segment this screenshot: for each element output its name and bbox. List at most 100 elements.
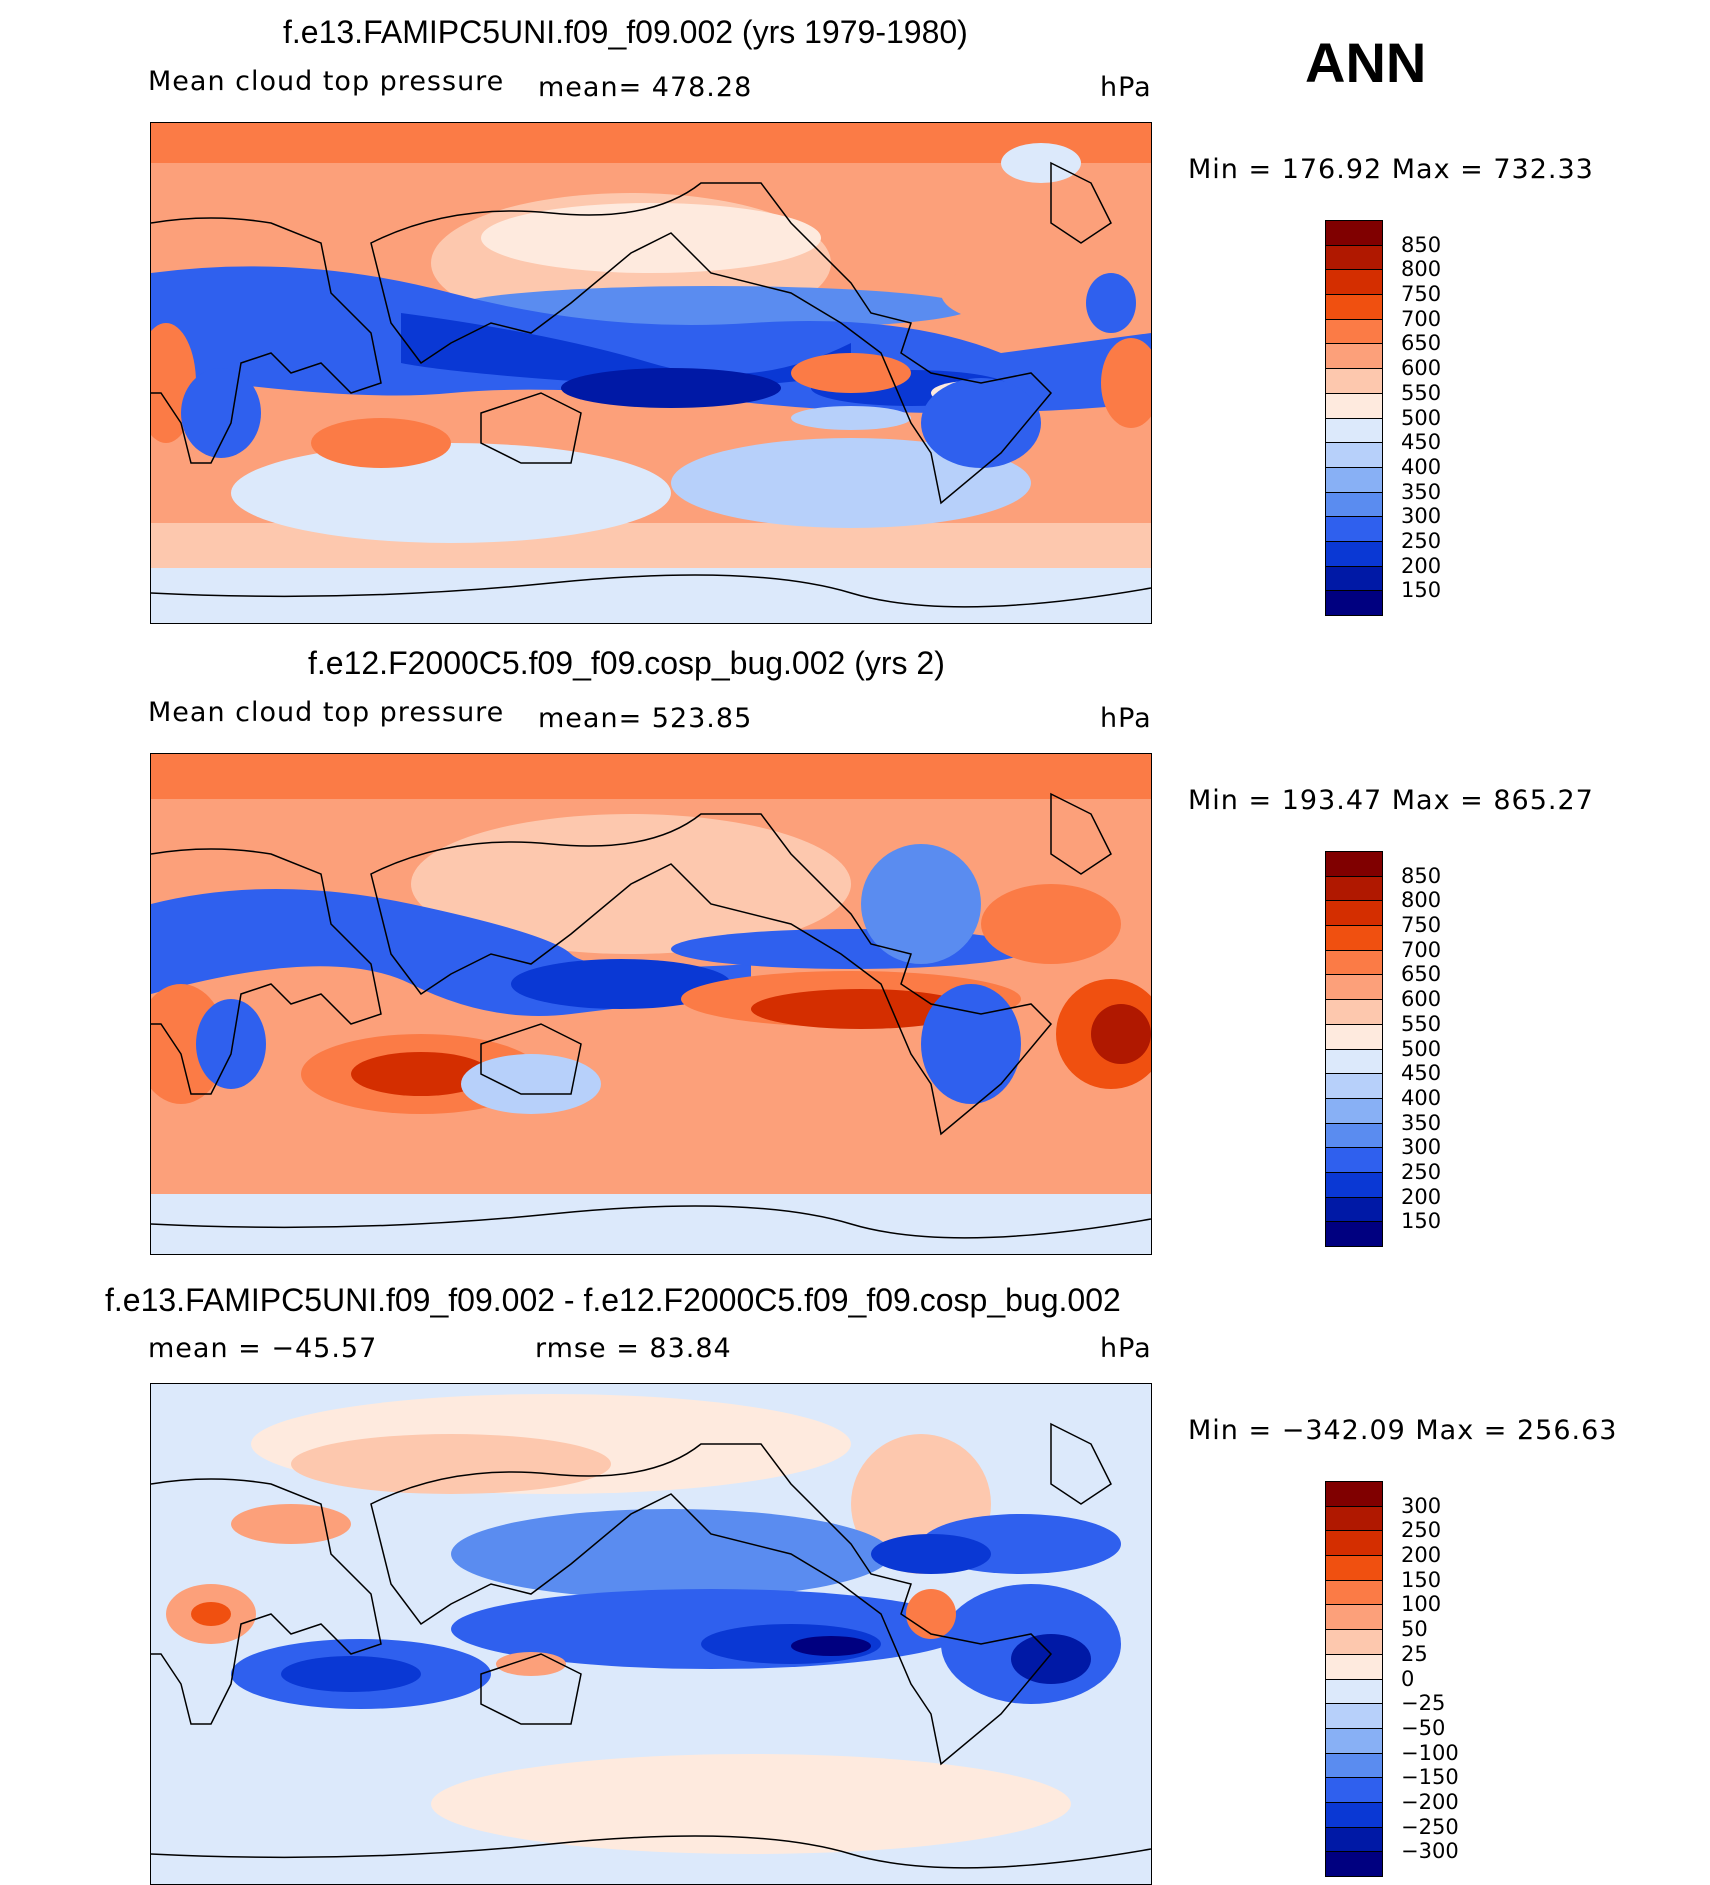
colorbar-swatch [1325, 1727, 1383, 1754]
colorbar-swatch [1325, 220, 1383, 246]
colorbar-label: 550 [1401, 380, 1442, 405]
colorbar-swatch [1325, 1147, 1383, 1173]
colorbar-label: 0 [1401, 1666, 1415, 1691]
colorbar-swatch [1325, 1530, 1383, 1557]
colorbar-swatch [1325, 900, 1383, 927]
colorbar-swatch [1325, 491, 1383, 518]
colorbar-label: 500 [1401, 405, 1442, 430]
colorbar-swatch [1325, 925, 1383, 951]
season-label: ANN [1305, 31, 1427, 94]
colorbar-swatch [1325, 1555, 1383, 1581]
panel3-colorbar: 300 250 200 150 100 50 25 0 −25 −50 −100 −150 −200 −2… [1325, 1481, 1459, 1877]
colorbar-label: −50 [1401, 1715, 1446, 1740]
panel2-contour-field [151, 754, 1151, 1254]
colorbar-swatch [1325, 1851, 1383, 1877]
panel1-minmax: Min = 176.92 Max = 732.33 [1188, 154, 1594, 185]
colorbar-swatch [1325, 244, 1383, 271]
colorbar-label: −250 [1401, 1814, 1459, 1839]
colorbar-swatch [1325, 1777, 1383, 1803]
colorbar-swatch [1325, 466, 1383, 493]
colorbar-swatch [1325, 1196, 1383, 1223]
panel1-mean: mean= 478.28 [538, 72, 753, 103]
colorbar-swatch [1325, 1826, 1383, 1853]
colorbar-swatch [1325, 442, 1383, 468]
colorbar-label: 850 [1401, 863, 1442, 888]
colorbar-label: 300 [1401, 504, 1442, 529]
colorbar-swatch [1325, 392, 1383, 419]
colorbar-swatch [1325, 590, 1383, 616]
colorbar-swatch [1325, 294, 1383, 320]
colorbar-swatch [1325, 318, 1383, 345]
colorbar-label: 700 [1401, 306, 1442, 331]
colorbar-label: 200 [1401, 1543, 1442, 1568]
panel2-minmax: Min = 193.47 Max = 865.27 [1188, 785, 1594, 816]
colorbar-swatch [1325, 851, 1383, 877]
colorbar-label: 650 [1401, 962, 1442, 987]
colorbar-swatch [1325, 1505, 1383, 1532]
colorbar-label: 300 [1401, 1135, 1442, 1160]
colorbar-label: 750 [1401, 282, 1442, 307]
colorbar-label: 300 [1401, 1493, 1442, 1518]
colorbar-label: 750 [1401, 913, 1442, 938]
panel3-map [150, 1383, 1152, 1885]
colorbar-label: 500 [1401, 1036, 1442, 1061]
colorbar-swatch [1325, 1171, 1383, 1198]
panel2-title: f.e12.F2000C5.f09_f09.cosp_bug.002 (yrs … [308, 645, 945, 681]
colorbar-label: 550 [1401, 1011, 1442, 1036]
colorbar-label: 50 [1401, 1617, 1428, 1642]
colorbar-label: 100 [1401, 1592, 1442, 1617]
colorbar-swatch [1325, 1221, 1383, 1247]
colorbar-label: 400 [1401, 454, 1442, 479]
colorbar-label: 650 [1401, 331, 1442, 356]
colorbar-swatch [1325, 1048, 1383, 1075]
colorbar-swatch [1325, 368, 1383, 394]
colorbar-label: 350 [1401, 1110, 1442, 1135]
colorbar-label: −25 [1401, 1691, 1446, 1716]
colorbar-label: 800 [1401, 888, 1442, 913]
colorbar-label: −300 [1401, 1839, 1459, 1864]
colorbar-swatch [1325, 1481, 1383, 1507]
colorbar-swatch [1325, 417, 1383, 444]
colorbar-label: 450 [1401, 1061, 1442, 1086]
panel3-rmse: rmse = 83.84 [535, 1333, 732, 1364]
colorbar-label: 850 [1401, 232, 1442, 257]
colorbar-swatch [1325, 1579, 1383, 1606]
panel3-title: f.e13.FAMIPC5UNI.f09_f09.002 - f.e12.F20… [105, 1282, 1121, 1318]
colorbar-swatch [1325, 974, 1383, 1001]
panel1-units: hPa [1100, 72, 1152, 103]
panel1-title: f.e13.FAMIPC5UNI.f09_f09.002 (yrs 1979-1… [283, 14, 968, 50]
colorbar-label: 200 [1401, 1184, 1442, 1209]
colorbar-label: −200 [1401, 1789, 1459, 1814]
colorbar-swatch [1325, 1629, 1383, 1655]
panel1-contour-field [151, 123, 1151, 623]
colorbar-label: −150 [1401, 1765, 1459, 1790]
colorbar-swatch [1325, 1604, 1383, 1631]
colorbar-swatch [1325, 269, 1383, 296]
colorbar-swatch [1325, 949, 1383, 976]
colorbar-swatch [1325, 875, 1383, 902]
panel2-variable: Mean cloud top pressure [148, 697, 505, 728]
colorbar-swatch [1325, 1703, 1383, 1729]
colorbar-swatch [1325, 1097, 1383, 1124]
colorbar-swatch [1325, 1801, 1383, 1828]
colorbar-swatch [1325, 1023, 1383, 1050]
colorbar-label: 150 [1401, 1567, 1442, 1592]
colorbar-label: 250 [1401, 1159, 1442, 1184]
colorbar-label: 350 [1401, 479, 1442, 504]
colorbar-swatch [1325, 1653, 1383, 1680]
colorbar-swatch [1325, 343, 1383, 370]
panel2-colorbar: 850 800 750 700 650 600 550 500 450 400 350 300 250 2… [1325, 851, 1441, 1247]
panel3-minmax: Min = −342.09 Max = 256.63 [1188, 1415, 1618, 1446]
colorbar-label: 25 [1401, 1641, 1428, 1666]
colorbar-label: 700 [1401, 937, 1442, 962]
colorbar-swatch [1325, 1678, 1383, 1705]
colorbar-swatch [1325, 516, 1383, 542]
colorbar-swatch [1325, 1122, 1383, 1149]
colorbar-label: 250 [1401, 1518, 1442, 1543]
colorbar-swatch [1325, 565, 1383, 592]
colorbar-label: 250 [1401, 528, 1442, 553]
colorbar-label: 400 [1401, 1085, 1442, 1110]
colorbar-label: 600 [1401, 356, 1442, 381]
panel1-colorbar: 850 800 750 700 650 600 550 500 450 400 350 300 250 2… [1325, 220, 1441, 616]
colorbar-label: −100 [1401, 1740, 1459, 1765]
